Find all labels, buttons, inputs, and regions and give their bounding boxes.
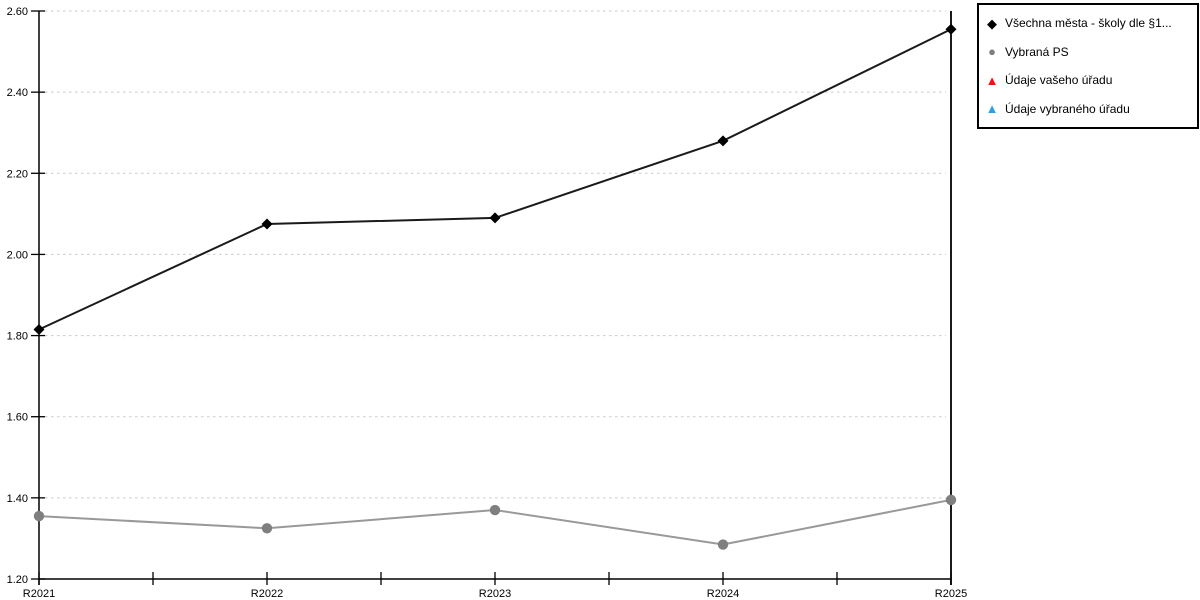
legend-item: ● Vybraná PS [985, 45, 1191, 59]
diamond-marker-icon: ◆ [987, 16, 997, 31]
y-tick-label: 2.00 [7, 249, 28, 261]
data-point-diamond [489, 212, 501, 224]
legend: ◆ Všechna města - školy dle §1... ● Vybraná… [977, 3, 1199, 129]
data-point-circle [489, 504, 501, 516]
x-tick-label: R2021 [23, 588, 55, 600]
y-tick-label: 2.60 [7, 6, 28, 18]
legend-item: ▲ Údaje vybraného úřadu [985, 102, 1191, 116]
data-point-diamond [717, 135, 729, 147]
legend-item-label: Vybraná PS [1005, 44, 1069, 59]
series-line-0 [38, 28, 952, 331]
legend-item: ◆ Všechna města - školy dle §1... [985, 16, 1191, 30]
data-point-diamond [945, 23, 957, 35]
legend-item-label: Údaje vašeho úřadu [1005, 73, 1113, 88]
data-point-diamond [261, 218, 273, 230]
y-tick-label: 1.40 [7, 493, 28, 505]
x-tick-label: R2025 [935, 588, 967, 600]
y-tick-label: 1.20 [7, 574, 28, 586]
data-point-circle [261, 523, 273, 534]
y-tick-label: 2.40 [7, 87, 28, 99]
y-tick-label: 1.80 [7, 331, 28, 343]
triangle-marker-icon: ▲ [985, 73, 999, 88]
data-point-circle [717, 539, 729, 550]
x-tick-label: R2024 [707, 588, 739, 600]
x-tick-label: R2023 [479, 588, 511, 600]
y-tick-label: 2.20 [7, 168, 28, 180]
legend-item-label: Všechna města - školy dle §1... [1005, 16, 1172, 31]
data-point-diamond [33, 323, 45, 335]
circle-marker-icon: ● [988, 44, 996, 59]
legend-item: ▲ Údaje vašeho úřadu [985, 73, 1191, 87]
x-tick-label: R2022 [251, 588, 283, 600]
legend-item-label: Údaje vybraného úřadu [1005, 101, 1130, 116]
data-point-circle [945, 494, 957, 506]
triangle-marker-icon: ▲ [985, 101, 999, 116]
y-tick-label: 1.60 [7, 412, 28, 424]
data-point-circle [33, 510, 45, 522]
